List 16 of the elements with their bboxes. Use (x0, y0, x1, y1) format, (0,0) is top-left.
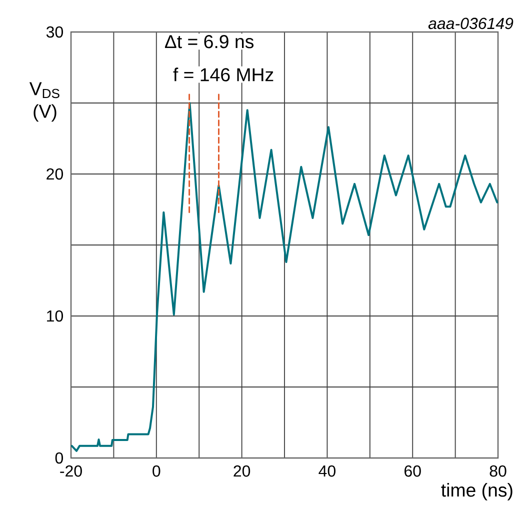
x-tick-label: 0 (152, 465, 160, 477)
annotation: Δt = 6.9 ns (164, 35, 254, 48)
y-axis-title: V$_{DS}$ (V) (29, 82, 60, 122)
x-tick-label: 60 (404, 465, 421, 477)
y-tick-label: 0 (55, 452, 64, 464)
line-series (70, 102, 498, 452)
text: aaa-036149 (428, 18, 514, 30)
x-axis-title: time (ns) (441, 483, 512, 500)
x-tick-label: 20 (234, 465, 250, 477)
y-tick-label: 10 (47, 310, 64, 322)
x-tick-label: -20 (60, 465, 82, 477)
y-tick-label: 30 (46, 26, 64, 38)
x-tick-label: 40 (318, 465, 336, 477)
x-tick-label: 80 (490, 465, 506, 477)
y-tick-label: 20 (46, 168, 64, 180)
annotation: f = 146 MHz (173, 68, 274, 82)
